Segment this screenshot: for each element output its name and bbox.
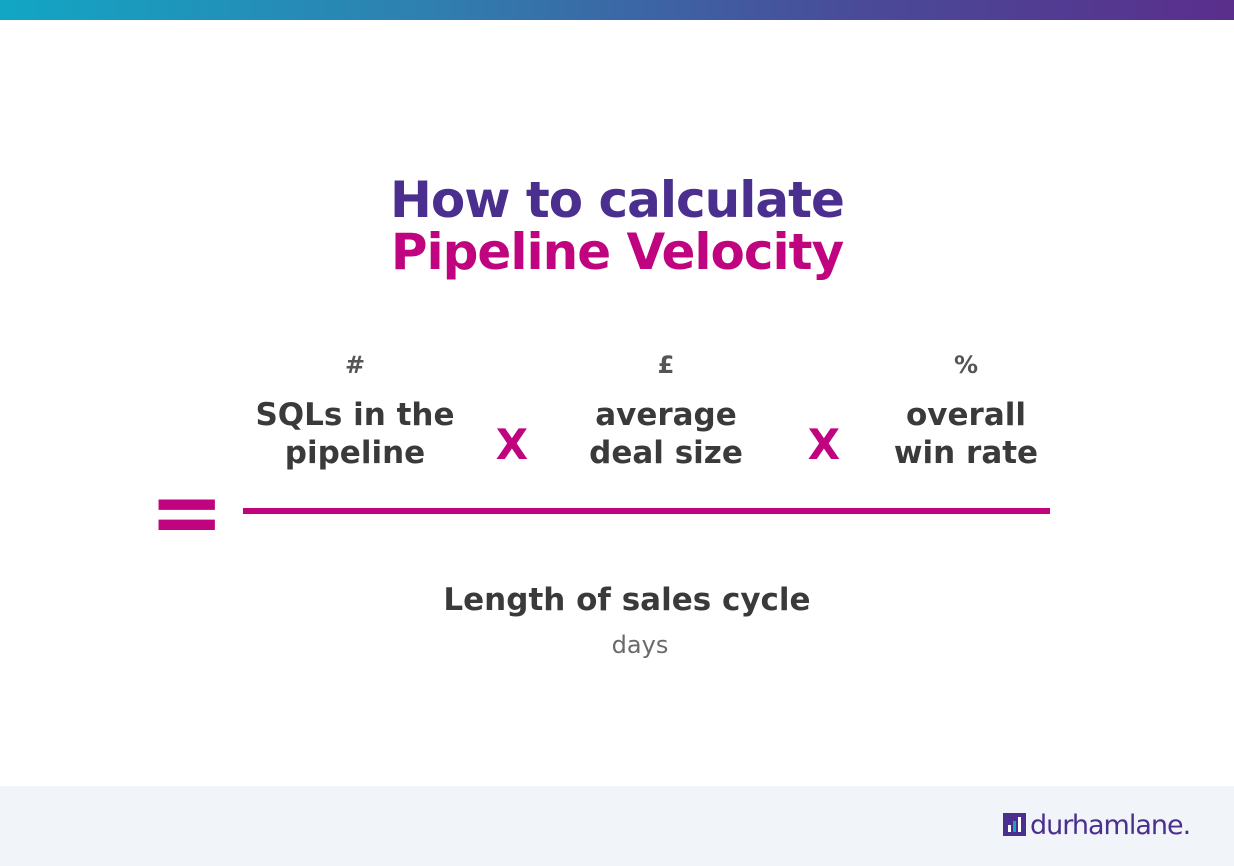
logo-bar [1008, 825, 1011, 832]
logo-bar [1018, 817, 1021, 832]
top-bar [0, 0, 1234, 20]
logo-icon [1003, 813, 1026, 836]
numerator-term: # SQLs in the pipeline [225, 350, 485, 472]
logo-text: durhamlane. [1030, 810, 1191, 841]
term-label: SQLs in the pipeline [225, 396, 485, 472]
title-line: How to calculate [390, 171, 845, 229]
term-label: average deal size [536, 396, 796, 472]
term-unit: % [953, 351, 979, 379]
term-label-line: average [595, 397, 737, 433]
term-label-line: SQLs in the [255, 397, 455, 433]
term-label-line: win rate [893, 435, 1039, 471]
logo-bar [1013, 821, 1016, 832]
title-line: Pipeline Velocity [390, 223, 844, 281]
operator: X [495, 420, 529, 469]
term-label-line: overall [906, 397, 1026, 433]
term-label-line: deal size [589, 435, 743, 471]
term-unit: # [344, 351, 366, 379]
footer [0, 786, 1234, 866]
operator: X [807, 420, 841, 469]
denominator-label: Length of sales cycle [443, 582, 811, 618]
equals-sign: = [149, 460, 225, 565]
term-label: overall win rate [836, 396, 1096, 472]
term-label-line: pipeline [284, 435, 426, 471]
fraction-line [243, 508, 1050, 514]
numerator-term: £ average deal size [536, 350, 796, 472]
denominator-unit: days [611, 631, 669, 659]
term-unit: £ [657, 351, 675, 379]
numerator-term: % overall win rate [836, 350, 1096, 472]
